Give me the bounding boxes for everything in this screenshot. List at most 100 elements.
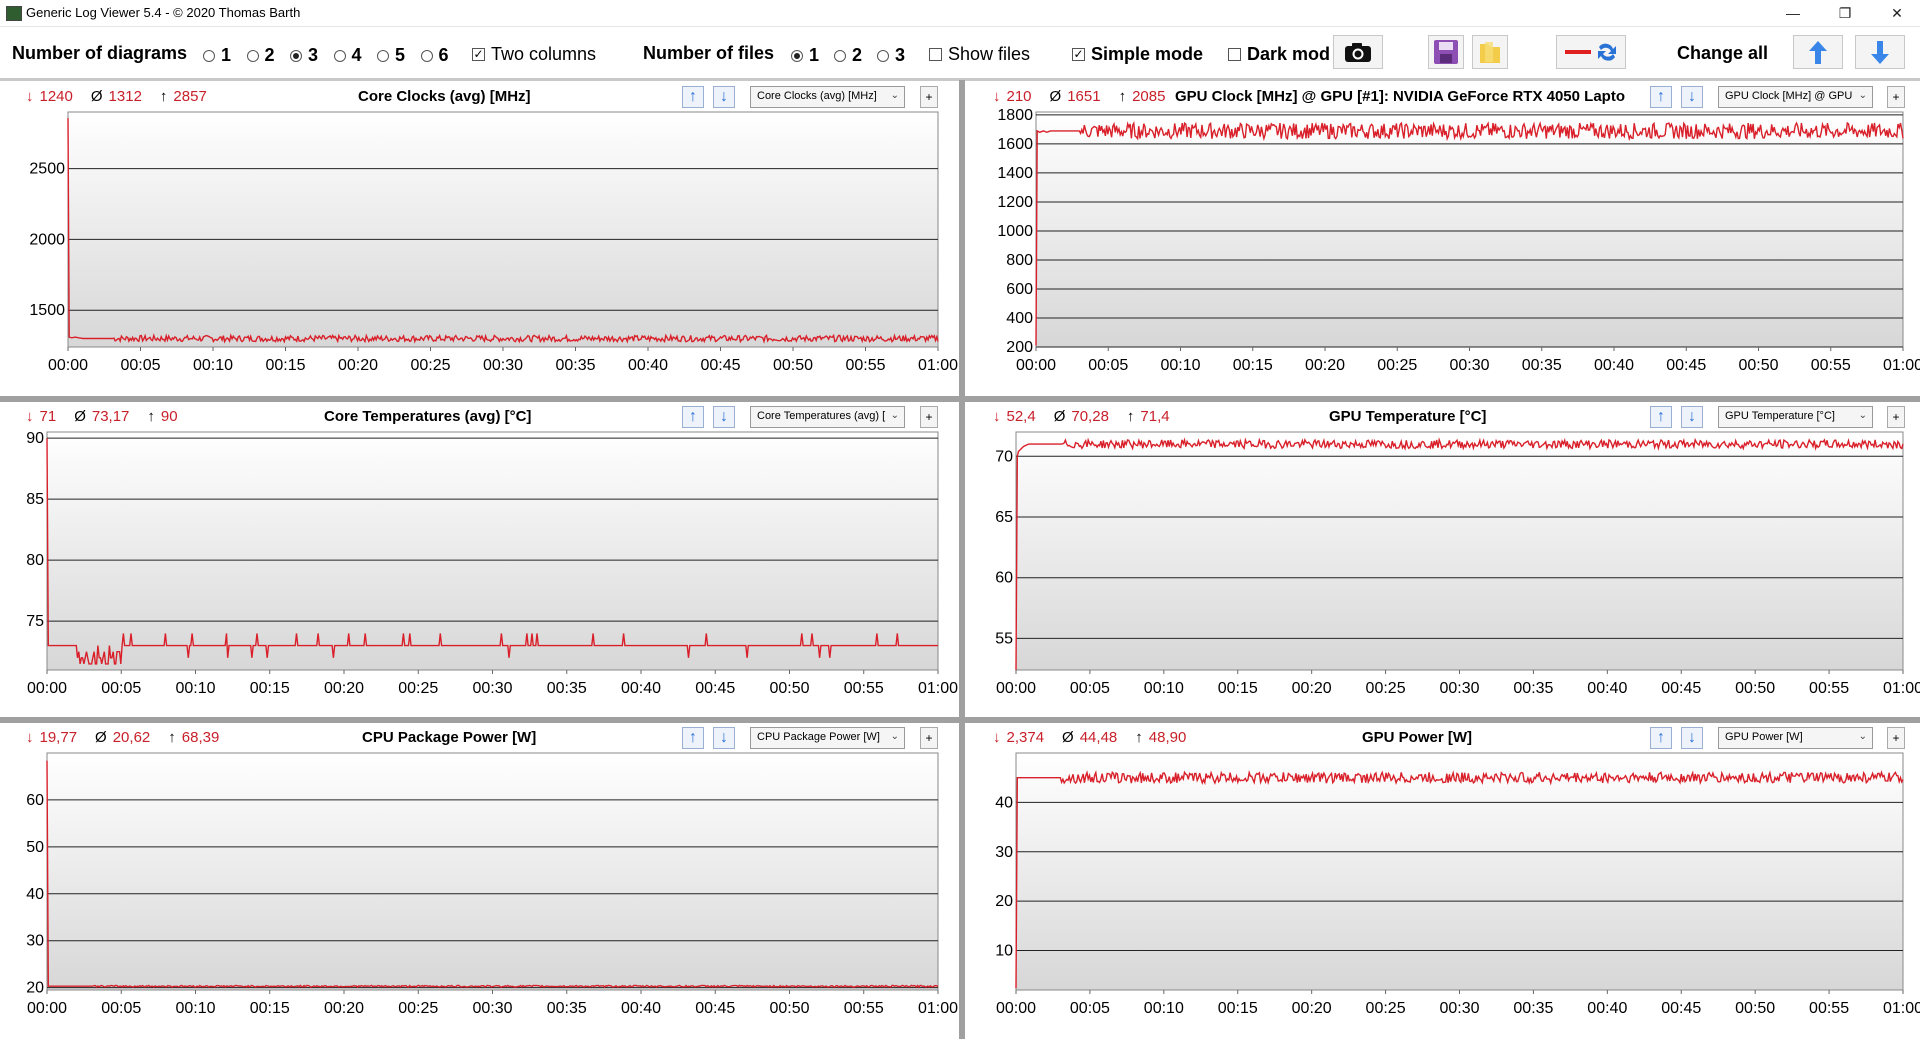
files-radio-2[interactable]: 2 — [834, 45, 862, 66]
x-tick-label: 00:10 — [1144, 680, 1184, 697]
title-bar: Generic Log Viewer 5.4 - © 2020 Thomas B… — [0, 0, 1920, 27]
stat-min: 71 — [39, 408, 57, 425]
close-button[interactable]: ✕ — [1891, 4, 1903, 21]
x-tick-label: 00:25 — [410, 357, 450, 374]
files-radio-dot[interactable] — [791, 49, 803, 62]
move-down-button[interactable]: ↓ — [1681, 406, 1703, 428]
diagrams-radio-dot[interactable] — [420, 49, 433, 62]
diagrams-radio-5[interactable]: 5 — [377, 45, 405, 66]
simple-mode-checkbox[interactable]: ✓ Simple mode — [1072, 44, 1203, 65]
open-folder-button[interactable] — [1472, 35, 1508, 69]
diagrams-radio-4[interactable]: 4 — [333, 45, 362, 66]
sensor-select[interactable]: CPU Package Power [W] ⌄ — [750, 727, 905, 749]
move-down-button[interactable]: ↓ — [1681, 86, 1703, 108]
row-divider-1[interactable] — [0, 396, 1920, 402]
x-tick-label: 01:00 — [918, 1000, 958, 1017]
change-all-down-button[interactable] — [1855, 35, 1905, 69]
change-all-up-button[interactable] — [1793, 35, 1843, 69]
y-tick-label: 20 — [26, 980, 44, 997]
files-radio-1[interactable]: 1 — [791, 45, 819, 66]
row-divider-2[interactable] — [0, 717, 1920, 723]
move-down-button[interactable]: ↓ — [1681, 727, 1703, 749]
add-series-button[interactable]: + — [920, 406, 938, 428]
files-radio-dot[interactable] — [877, 49, 889, 62]
diagrams-radio-dot[interactable] — [333, 49, 346, 62]
add-series-button[interactable]: + — [920, 86, 938, 108]
x-tick-label: 00:40 — [1587, 1000, 1627, 1017]
x-tick-label: 00:25 — [1366, 680, 1406, 697]
plot-area — [1035, 111, 1904, 348]
diagrams-radio-2[interactable]: 2 — [246, 45, 275, 66]
add-series-button[interactable]: + — [1887, 727, 1905, 749]
stat-min: 19,77 — [39, 729, 78, 746]
move-up-button[interactable]: ↑ — [682, 727, 704, 749]
y-tick-label: 400 — [1006, 310, 1033, 327]
restore-button[interactable]: ❐ — [1838, 4, 1852, 21]
dark-mode-checkbox[interactable]: Dark mod — [1228, 44, 1330, 65]
diagrams-radio-dot[interactable] — [377, 49, 389, 62]
diagrams-radio-1[interactable]: 1 — [203, 45, 231, 66]
avg-icon: Ø — [1049, 88, 1062, 105]
diagram-stats: ↓ 52,4 Ø 70,28 ↑ 71,4 — [993, 408, 1170, 425]
swap-color-button[interactable] — [1556, 35, 1626, 69]
x-tick-label: 00:05 — [101, 680, 141, 697]
simple-mode-box[interactable]: ✓ — [1072, 47, 1085, 61]
chevron-down-icon: ⌄ — [1858, 410, 1867, 421]
save-button[interactable] — [1428, 35, 1464, 69]
stat-min: 210 — [1006, 88, 1032, 105]
add-series-button[interactable]: + — [1887, 406, 1905, 428]
sensor-select[interactable]: GPU Clock [MHz] @ GPU ⌄ — [1718, 86, 1873, 108]
x-tick-label: 00:50 — [769, 680, 809, 697]
x-tick-label: 00:30 — [1439, 680, 1479, 697]
sensor-select[interactable]: GPU Power [W] ⌄ — [1718, 727, 1873, 749]
diagrams-radio-dot[interactable] — [203, 49, 215, 62]
y-tick-label: 40 — [26, 886, 44, 903]
minimize-button[interactable]: — — [1786, 5, 1800, 21]
x-tick-label: 00:15 — [1218, 680, 1258, 697]
diagrams-radio-dot[interactable] — [290, 49, 302, 62]
move-up-button[interactable]: ↑ — [682, 406, 704, 428]
show-files-box[interactable] — [929, 48, 942, 61]
column-divider[interactable] — [959, 80, 965, 1039]
x-tick-label: 00:00 — [1016, 357, 1056, 374]
files-label: Number of files — [643, 43, 775, 63]
x-tick-label: 00:15 — [1218, 1000, 1258, 1017]
move-down-button[interactable]: ↓ — [713, 86, 735, 108]
y-tick-label: 1500 — [29, 302, 65, 319]
two-columns-checkbox[interactable]: ✓ Two columns — [472, 44, 596, 65]
add-series-button[interactable]: + — [920, 727, 938, 749]
x-tick-label: 00:25 — [398, 1000, 438, 1017]
move-down-button[interactable]: ↓ — [713, 727, 735, 749]
show-files-checkbox[interactable]: Show files — [929, 44, 1030, 65]
move-up-button[interactable]: ↑ — [1650, 406, 1672, 428]
x-tick-label: 00:20 — [1292, 680, 1332, 697]
add-series-button[interactable]: + — [1887, 86, 1905, 108]
stat-min: 2,374 — [1006, 729, 1045, 746]
dark-mode-box[interactable] — [1228, 48, 1241, 61]
min-icon: ↓ — [26, 88, 34, 105]
x-tick-label: 01:00 — [918, 680, 958, 697]
move-up-button[interactable]: ↑ — [1650, 86, 1672, 108]
x-tick-label: 00:55 — [1809, 1000, 1849, 1017]
sensor-select[interactable]: Core Temperatures (avg) [⌄ — [750, 406, 905, 428]
move-up-button[interactable]: ↑ — [1650, 727, 1672, 749]
y-tick-label: 30 — [26, 933, 44, 950]
files-radio-label: 2 — [852, 45, 863, 65]
two-columns-box[interactable]: ✓ — [472, 47, 485, 61]
diagram-title: GPU Clock [MHz] @ GPU [#1]: NVIDIA GeFor… — [1175, 88, 1625, 105]
files-radio-dot[interactable] — [834, 49, 846, 62]
diagrams-radio-dot[interactable] — [246, 49, 259, 62]
move-down-button[interactable]: ↓ — [713, 406, 735, 428]
avg-icon: Ø — [74, 408, 86, 425]
sensor-select[interactable]: Core Clocks (avg) [MHz] ⌄ — [750, 86, 905, 108]
diagrams-radio-label: 2 — [264, 45, 275, 65]
diagram-stats: ↓ 210 Ø 1651 ↑ 2085 — [993, 88, 1165, 105]
sensor-select[interactable]: GPU Temperature [°C] ⌄ — [1718, 406, 1873, 428]
screenshot-button[interactable] — [1333, 35, 1383, 69]
diagrams-radio-6[interactable]: 6 — [420, 45, 449, 66]
change-all-label: Change all — [1677, 43, 1769, 63]
diagram-stats: ↓ 2,374 Ø 44,48 ↑ 48,90 — [993, 729, 1186, 746]
diagrams-radio-3[interactable]: 3 — [290, 45, 318, 66]
move-up-button[interactable]: ↑ — [682, 86, 704, 108]
files-radio-3[interactable]: 3 — [877, 45, 905, 66]
